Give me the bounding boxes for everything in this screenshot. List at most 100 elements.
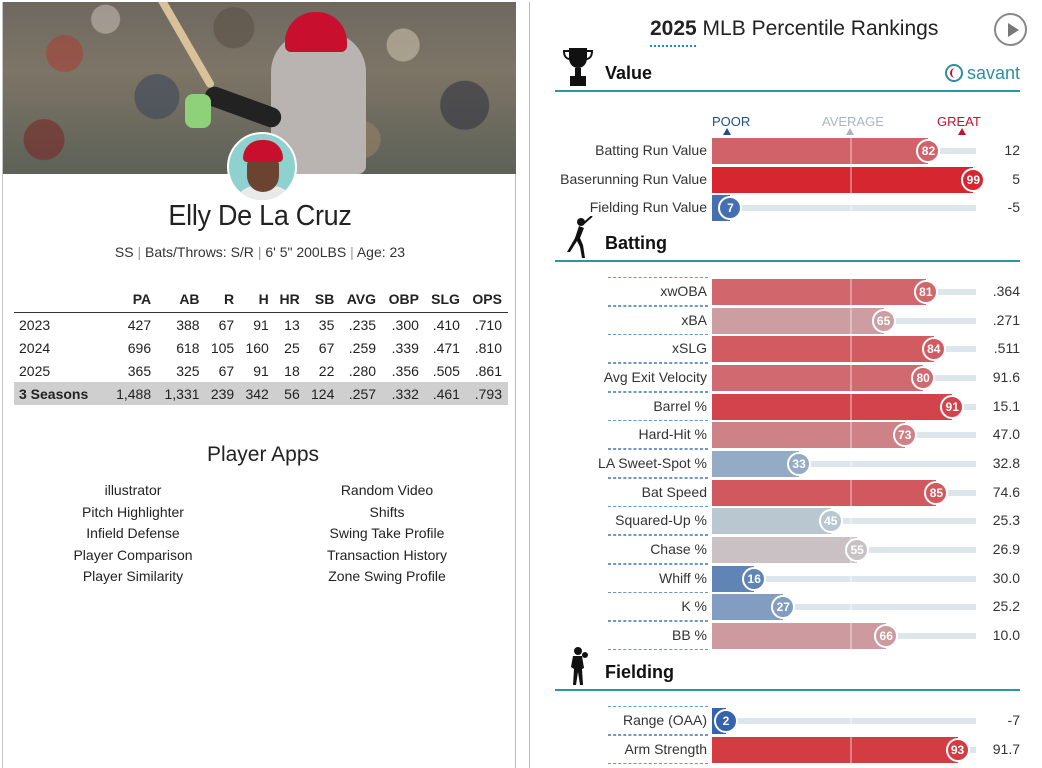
career-cell: .280 <box>348 362 377 379</box>
player-name: Elly De La Cruz <box>168 200 352 232</box>
stat-row[interactable]: Baserunning Run Value 99 5 <box>530 166 1042 194</box>
career-cell: .505 <box>432 362 460 379</box>
stat-row[interactable]: Barrel % 91 15.1 <box>530 391 1042 421</box>
player-app-link[interactable]: Swing Take Profile <box>329 525 445 542</box>
stat-name: Whiff % <box>659 569 707 586</box>
player-app-link[interactable]: Player Comparison <box>73 546 193 563</box>
savant-logo[interactable]: savant <box>944 63 1020 84</box>
player-height-weight: 6' 5" 200LBS <box>265 244 347 260</box>
trophy-icon <box>562 46 594 88</box>
percentile-bar <box>712 623 887 650</box>
stat-value: 10.0 <box>992 627 1020 644</box>
stat-row[interactable]: Fielding Run Value 7 -5 <box>530 194 1042 222</box>
stat-name: xBA <box>681 311 707 328</box>
stat-row[interactable]: Bat Speed 85 74.6 <box>530 477 1042 507</box>
percentile-bar <box>712 138 929 164</box>
player-app-link[interactable]: Transaction History <box>326 546 448 563</box>
stat-row[interactable]: Range (OAA) 2 -7 <box>530 706 1042 735</box>
stat-row[interactable]: xSLG 84 .511 <box>530 334 1042 364</box>
player-panel: Elly De La Cruz SS | Bats/Throws: S/R | … <box>2 2 516 768</box>
career-cell: 2025 <box>19 362 51 379</box>
career-header-cell: AVG <box>340 288 383 313</box>
career-cell: 67 <box>218 362 235 379</box>
career-cell: .339 <box>391 339 419 356</box>
career-header-cell: R <box>205 288 241 313</box>
career-cell: 35 <box>318 316 335 333</box>
player-age: Age: 23 <box>356 244 406 260</box>
percentile-bubble: 55 <box>845 538 870 563</box>
stat-row[interactable]: Hard-Hit % 73 47.0 <box>530 420 1042 450</box>
player-app-link[interactable]: illustrator <box>104 482 162 498</box>
percentile-bar <box>712 479 937 506</box>
stat-row[interactable]: Avg Exit Velocity 80 91.6 <box>530 363 1042 392</box>
career-header-cell: PA <box>108 288 158 313</box>
career-cell: 67 <box>218 316 235 333</box>
stat-row[interactable]: K % 27 25.2 <box>530 592 1042 622</box>
rankings-title: 2025 MLB Percentile Rankings <box>650 17 938 47</box>
stat-row[interactable]: BB % 66 10.0 <box>530 621 1042 651</box>
stat-value: .364 <box>992 283 1020 299</box>
stat-name: Arm Strength <box>624 740 707 757</box>
percentile-bubble: 99 <box>961 167 986 192</box>
career-total-cell: 1,331 <box>157 382 206 405</box>
batter-icon <box>563 215 593 258</box>
career-cell: 91 <box>253 316 269 333</box>
player-app-link[interactable]: Zone Swing Profile <box>328 568 446 585</box>
career-cell: 427 <box>127 316 152 333</box>
percentile-bubble: 27 <box>771 595 796 620</box>
percentile-bubble: 85 <box>924 480 949 505</box>
percentile-bar <box>712 336 934 363</box>
percentile-bar <box>712 537 858 564</box>
percentile-track <box>712 718 976 724</box>
career-cell: .410 <box>432 316 460 333</box>
stat-name: BB % <box>671 627 707 644</box>
player-app-link[interactable]: Player Similarity <box>82 568 184 585</box>
player-position: SS <box>114 244 134 260</box>
player-app-link[interactable]: Infield Defense <box>86 525 180 542</box>
career-cell: 160 <box>245 339 269 356</box>
career-cell: 22 <box>318 362 335 379</box>
stat-value: 25.3 <box>992 512 1020 529</box>
stat-row[interactable]: Squared-Up % 45 25.3 <box>530 506 1042 536</box>
career-header-cell: SLG <box>424 288 466 313</box>
player-app-link[interactable]: Pitch Highlighter <box>82 503 184 520</box>
percentile-bubble: 73 <box>892 423 917 448</box>
stat-row[interactable]: Arm Strength 93 91.7 <box>530 734 1042 764</box>
percentile-bubble: 82 <box>916 139 941 163</box>
career-total-cell: .793 <box>465 382 508 405</box>
percentile-bar <box>712 451 800 478</box>
stat-row[interactable]: Batting Run Value 82 12 <box>530 137 1042 165</box>
player-app-link[interactable]: Random Video <box>340 482 434 498</box>
stat-row[interactable]: Chase % 55 26.9 <box>530 535 1042 565</box>
career-header-cell: OBP <box>382 288 425 313</box>
percentile-bubble: 45 <box>818 509 843 534</box>
percentile-bubble: 66 <box>874 624 899 649</box>
stat-name: K % <box>681 598 707 615</box>
career-total-cell: 56 <box>274 382 306 405</box>
section-header-batting: Batting <box>555 214 1020 262</box>
player-apps-title: Player Apps <box>206 443 320 466</box>
career-cell: .235 <box>348 316 377 333</box>
career-cell: .710 <box>474 316 502 333</box>
percentile-track <box>712 205 976 212</box>
career-stats-table: PA AB R H HR SB AVG OBP SLG OPS 2023 427 388 67 91 13 3… <box>14 288 508 405</box>
player-app-link[interactable]: Shifts <box>369 503 405 520</box>
percentile-bubble: 33 <box>787 452 812 477</box>
stat-row[interactable]: LA Sweet-Spot % 33 32.8 <box>530 449 1042 479</box>
stat-name: Batting Run Value <box>595 142 707 158</box>
percentile-track <box>712 575 976 582</box>
career-total-cell: 1,488 <box>108 382 158 405</box>
career-cell: 91 <box>253 362 269 379</box>
stat-row[interactable]: Whiff % 16 30.0 <box>530 563 1042 593</box>
stat-row[interactable]: xwOBA 81 .364 <box>530 277 1042 306</box>
career-total-cell: 124 <box>305 382 341 405</box>
savant-brand-text: savant <box>966 63 1020 83</box>
stat-value: 91.6 <box>992 369 1020 385</box>
career-cell: .300 <box>391 316 419 333</box>
stat-row[interactable]: xBA 65 .271 <box>530 305 1042 335</box>
percentile-bubble: 80 <box>911 366 936 390</box>
career-cell: 325 <box>176 362 200 379</box>
career-row: 2025 365 325 67 91 18 22 .280 .356 .505 .861 <box>14 359 508 382</box>
player-bats-throws: Bats/Throws: S/R <box>145 244 254 260</box>
play-icon[interactable] <box>994 13 1027 46</box>
